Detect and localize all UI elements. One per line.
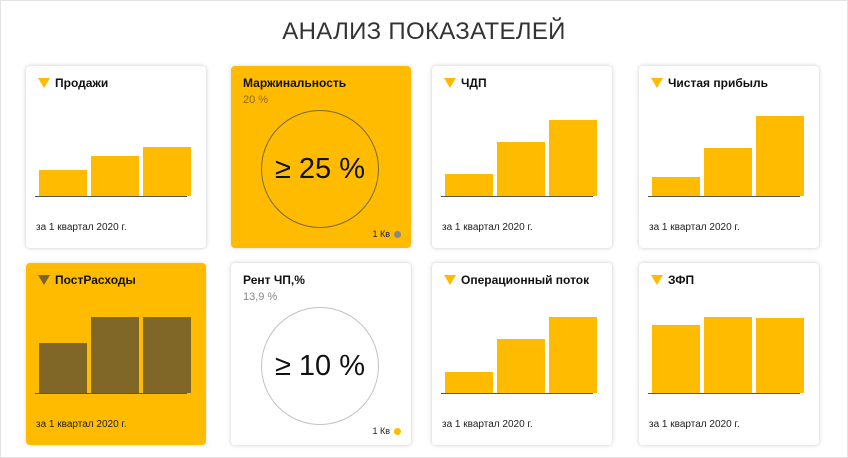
period-label: за 1 квартал 2020 г. [36, 419, 127, 430]
card-title: ЗФП [668, 273, 695, 287]
bar [91, 156, 139, 196]
legend: 1 Кв [372, 229, 401, 239]
period-label: за 1 квартал 2020 г. [649, 419, 740, 430]
bar-chart [648, 112, 804, 197]
bar [39, 170, 87, 196]
page-title: АНАЛИЗ ПОКАЗАТЕЛЕЙ [282, 18, 566, 45]
bar [652, 325, 700, 393]
kpi-target-circle: ≥ 10 % [261, 307, 379, 425]
card-title: Рент ЧП,% [243, 273, 305, 287]
legend-dot [394, 230, 401, 238]
triangle-down-icon [444, 275, 456, 285]
legend-dot [394, 427, 401, 435]
triangle-down-icon [444, 78, 456, 88]
card-fixed-costs[interactable]: ПостРасходы за 1 квартал 2020 г. [26, 263, 206, 445]
card-title: Продажи [55, 76, 109, 90]
card-net-profit[interactable]: Чистая прибыль за 1 квартал 2020 г. [639, 66, 819, 248]
bar-chart [35, 309, 191, 394]
bar [445, 372, 493, 393]
card-title: ЧДП [461, 76, 487, 90]
period-label: за 1 квартал 2020 г. [442, 419, 533, 430]
card-margin[interactable]: Маржинальность 20 % ≥ 25 % 1 Кв [231, 66, 411, 248]
legend-label: 1 Кв [372, 426, 390, 436]
bar [756, 116, 804, 196]
bar [445, 174, 493, 196]
period-label: за 1 квартал 2020 г. [442, 222, 533, 233]
period-label: за 1 квартал 2020 г. [36, 222, 127, 233]
bar [39, 343, 87, 393]
bar [704, 148, 752, 196]
triangle-down-icon [38, 78, 50, 88]
triangle-down-icon [651, 78, 663, 88]
bar [143, 147, 191, 196]
kpi-value: 13,9 % [243, 291, 278, 303]
bar [704, 317, 752, 393]
card-operating-flow[interactable]: Операционный поток за 1 квартал 2020 г. [432, 263, 612, 445]
bar [756, 318, 804, 393]
triangle-down-icon [38, 275, 50, 285]
card-net-profitability[interactable]: Рент ЧП,% 13,9 % ≥ 10 % 1 Кв [231, 263, 411, 445]
bar [91, 317, 139, 393]
card-chdp[interactable]: ЧДП за 1 квартал 2020 г. [432, 66, 612, 248]
card-title: Маржинальность [243, 76, 347, 90]
bar [549, 120, 597, 196]
period-label: за 1 квартал 2020 г. [649, 222, 740, 233]
bar [652, 177, 700, 196]
card-zfp[interactable]: ЗФП за 1 квартал 2020 г. [639, 263, 819, 445]
card-sales[interactable]: Продажи за 1 квартал 2020 г. [26, 66, 206, 248]
bar [497, 142, 545, 196]
bar-chart [441, 112, 597, 197]
bar [549, 317, 597, 393]
bar [143, 317, 191, 393]
kpi-target-circle: ≥ 25 % [261, 110, 379, 228]
bar-chart [35, 112, 191, 197]
bar-chart [441, 309, 597, 394]
kpi-value: 20 % [243, 94, 269, 106]
card-title: Чистая прибыль [668, 76, 768, 90]
bar [497, 339, 545, 393]
legend-label: 1 Кв [372, 229, 390, 239]
card-title: Операционный поток [461, 273, 590, 287]
triangle-down-icon [651, 275, 663, 285]
legend: 1 Кв [372, 426, 401, 436]
bar-chart [648, 309, 804, 394]
card-title: ПостРасходы [55, 273, 136, 287]
